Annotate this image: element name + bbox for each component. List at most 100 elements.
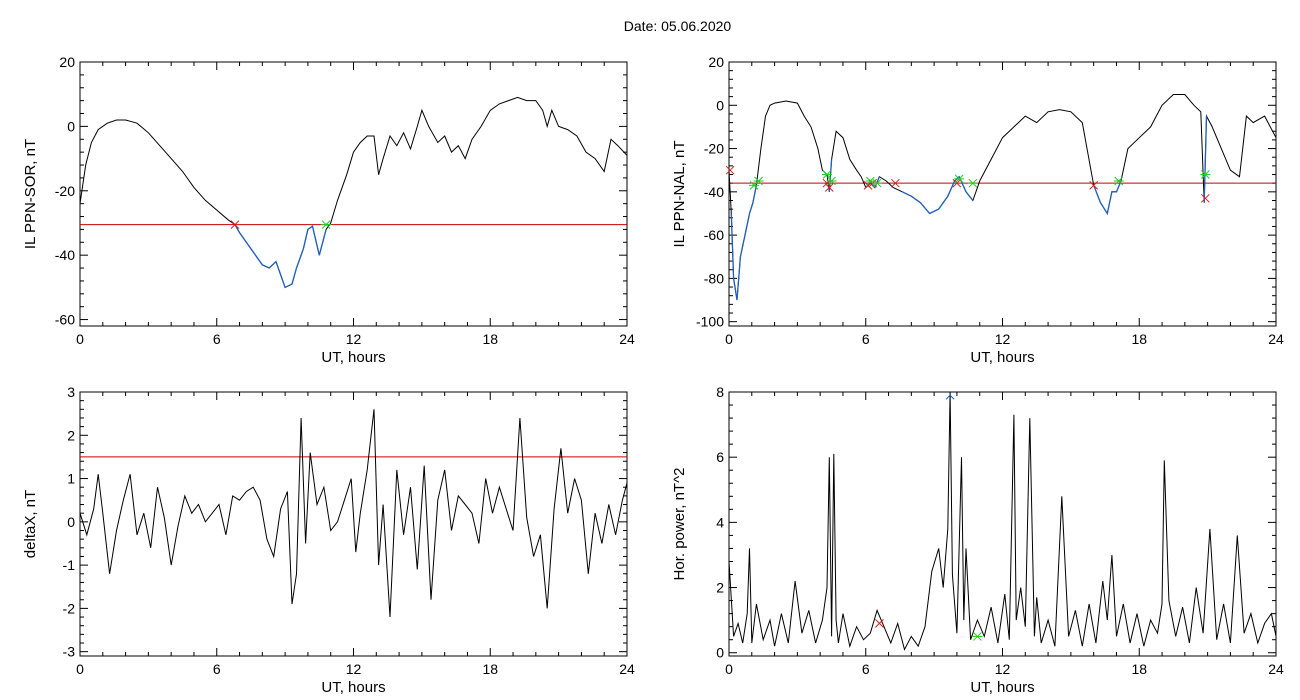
y-tick-label: 1 xyxy=(67,471,75,487)
y-tick-label: -20 xyxy=(55,183,75,199)
y-tick-label: 20 xyxy=(59,54,75,70)
y-tick-label: 6 xyxy=(716,449,724,465)
marker-end xyxy=(967,178,978,188)
x-tick-label: 24 xyxy=(619,661,635,677)
x-tick-label: 6 xyxy=(862,331,870,347)
marker-end xyxy=(872,178,883,188)
x-tick-label: 0 xyxy=(725,331,733,347)
series-line xyxy=(729,94,1276,301)
y-tick-label: 2 xyxy=(67,427,75,443)
y-tick-label: -40 xyxy=(704,184,724,200)
y-tick-label: 0 xyxy=(716,97,724,113)
y-tick-label: 3 xyxy=(67,384,75,400)
x-tick-label: 24 xyxy=(1268,661,1284,677)
marker-stroke xyxy=(230,220,240,229)
y-tick-label: -40 xyxy=(55,247,75,263)
x-axis-label: UT, hours xyxy=(970,679,1034,696)
x-tick-label: 0 xyxy=(76,331,84,347)
x-tick-label: 12 xyxy=(995,331,1011,347)
y-tick-label: 0 xyxy=(67,514,75,530)
marker-end xyxy=(753,176,764,186)
y-tick-label: -1 xyxy=(63,557,76,573)
marker-stroke xyxy=(725,165,735,175)
x-tick-label: 18 xyxy=(482,331,498,347)
x-tick-label: 12 xyxy=(346,661,362,677)
event-segment xyxy=(1203,116,1208,203)
marker-stroke xyxy=(1089,180,1099,190)
marker-stroke xyxy=(952,178,962,188)
marker-max xyxy=(945,394,955,400)
x-tick-label: 0 xyxy=(725,661,733,677)
x-tick-label: 18 xyxy=(482,661,498,677)
marker-start xyxy=(863,180,873,190)
x-tick-label: 6 xyxy=(213,661,221,677)
marker-stroke xyxy=(824,183,834,192)
marker-stroke xyxy=(891,178,900,188)
y-tick-label: 4 xyxy=(716,514,724,530)
x-tick-label: 12 xyxy=(346,331,362,347)
y-tick-label: 0 xyxy=(716,645,724,661)
event-segment xyxy=(901,175,974,215)
series-line xyxy=(80,96,627,289)
marker-stroke xyxy=(945,394,951,400)
x-axis-label: UT, hours xyxy=(321,679,385,696)
x-axis-label: UT, hours xyxy=(321,349,385,366)
marker-stroke xyxy=(949,394,955,400)
marker-start xyxy=(891,178,900,188)
marker-end xyxy=(954,174,965,184)
event-segment xyxy=(1093,180,1122,216)
marker-stroke xyxy=(875,619,884,628)
series-line xyxy=(729,392,1276,651)
marker-start xyxy=(725,165,735,175)
marker-stroke xyxy=(1200,193,1210,203)
y-tick-label: -80 xyxy=(704,270,724,286)
x-tick-label: 6 xyxy=(213,331,221,347)
marker-end xyxy=(865,176,876,186)
x-tick-label: 12 xyxy=(995,661,1011,677)
x-tick-label: 24 xyxy=(1268,331,1284,347)
marker-start xyxy=(824,183,834,192)
y-tick-label: 20 xyxy=(708,54,724,70)
marker-end xyxy=(1200,170,1211,179)
marker-stroke xyxy=(863,180,873,190)
y-axis-label: Hor. power, nT^2 xyxy=(671,468,688,581)
marker-start xyxy=(1089,180,1099,190)
y-tick-label: -60 xyxy=(704,227,724,243)
plot-frame xyxy=(728,61,1277,327)
y-axis-label: IL PPN-SOR, nT xyxy=(22,139,39,249)
plot-frame xyxy=(79,391,628,657)
x-tick-label: 6 xyxy=(862,661,870,677)
event-segment xyxy=(730,185,758,301)
plot-frame xyxy=(79,61,628,327)
marker-start xyxy=(230,220,240,229)
y-axis-label: deltaX, nT xyxy=(22,490,39,558)
marker-end xyxy=(972,632,983,641)
y-tick-label: 2 xyxy=(716,580,724,596)
page-title: Date: 05.06.2020 xyxy=(623,18,732,34)
marker-start xyxy=(822,178,832,188)
marker-end xyxy=(826,176,837,186)
marker-start xyxy=(952,178,962,188)
y-tick-label: -2 xyxy=(63,600,76,616)
y-tick-label: 0 xyxy=(67,118,75,134)
y-tick-label: -3 xyxy=(63,644,76,660)
marker-start xyxy=(875,619,884,628)
marker-end xyxy=(1113,176,1124,186)
x-tick-label: 18 xyxy=(1131,661,1147,677)
x-tick-label: 0 xyxy=(76,661,84,677)
y-axis-label: IL PPN-NAL, nT xyxy=(671,141,688,248)
x-axis-label: UT, hours xyxy=(970,349,1034,366)
y-tick-label: -20 xyxy=(704,141,724,157)
x-tick-label: 24 xyxy=(619,331,635,347)
marker-end xyxy=(822,170,833,179)
marker-end xyxy=(321,220,332,229)
event-segment xyxy=(234,224,327,289)
y-tick-label: 8 xyxy=(716,384,724,400)
chart-2: 0 6 12 18 24 -100 -80 -60 -40 -20 0 20 UT, hours IL P… xyxy=(671,54,1284,366)
marker-stroke xyxy=(822,178,832,188)
y-tick-label: -60 xyxy=(55,312,75,328)
y-tick-label: -100 xyxy=(696,314,724,330)
